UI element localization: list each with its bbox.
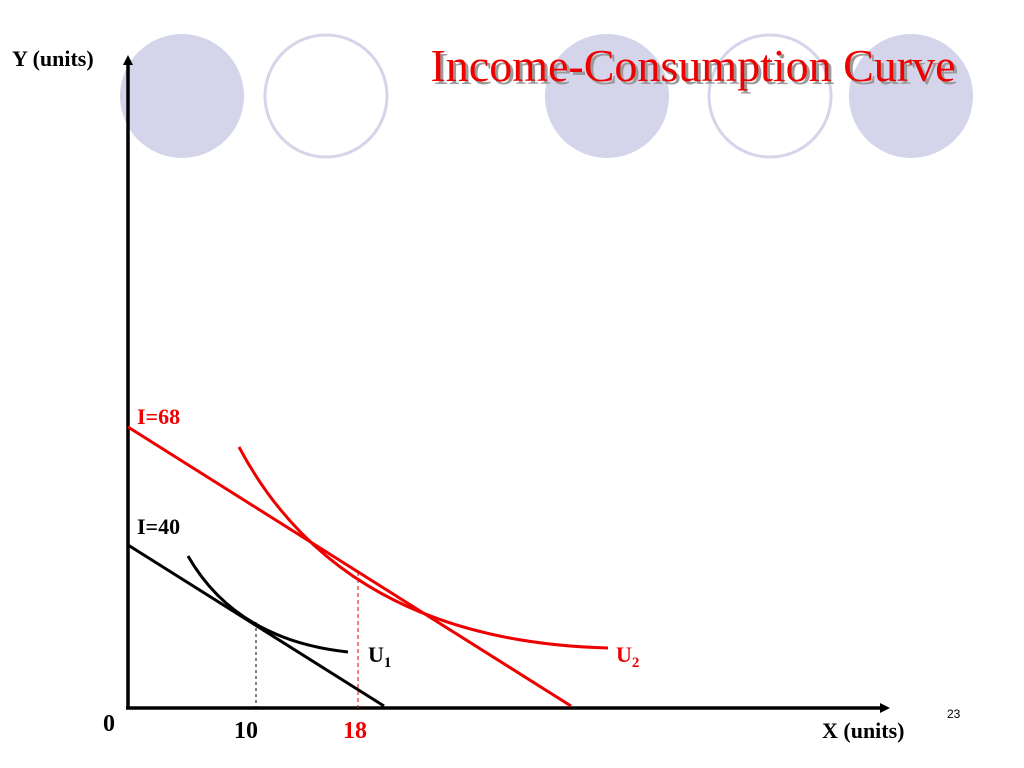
- indifference-curve-u2: [237, 446, 609, 650]
- decor-circle-outline: [263, 33, 389, 159]
- budget-label-i40: I=40: [137, 514, 180, 539]
- decor-circle-filled: [545, 34, 669, 158]
- curve-label-u1: U1: [368, 642, 391, 671]
- decor-circle-filled: [120, 34, 244, 158]
- budget-label-i68: I=68: [137, 404, 180, 429]
- x-tick-18: 18: [343, 718, 367, 744]
- curve-label-u1-sub: 1: [384, 655, 392, 671]
- decorative-circles: [120, 33, 973, 159]
- curve-label-u2-main: U: [616, 642, 632, 667]
- curve-label-u1-main: U: [368, 642, 384, 667]
- slide-number: 23: [947, 707, 961, 721]
- slide-title: Income-Consumption Curve: [430, 40, 955, 91]
- origin-label: 0: [103, 711, 115, 737]
- x-axis-label: X (units): [822, 718, 905, 743]
- indifference-curve-u1: [186, 555, 349, 654]
- decor-circle-filled: [849, 34, 973, 158]
- decor-circle-outline: [707, 33, 833, 159]
- curve-label-u2: U2: [616, 642, 639, 671]
- slide-title-shadow: Income-Consumption Curve: [433, 43, 958, 94]
- x-tick-10: 10: [234, 718, 258, 744]
- curve-label-u2-sub: 2: [632, 655, 640, 671]
- budget-line-i68: [127, 425, 572, 708]
- y-axis-label: Y (units): [12, 46, 94, 71]
